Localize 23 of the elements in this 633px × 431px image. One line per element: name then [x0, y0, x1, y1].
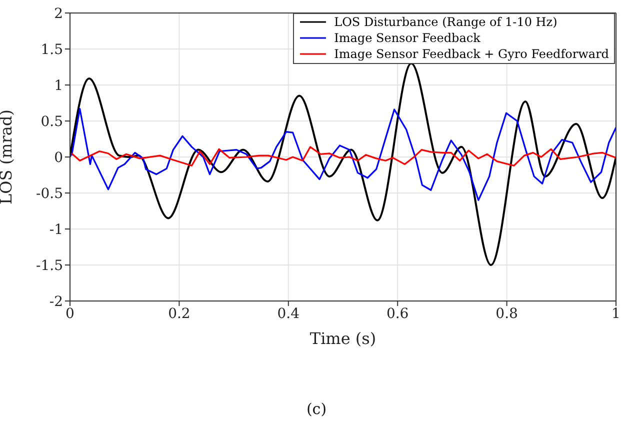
y-tick-label: 2	[54, 6, 63, 22]
y-tick-label: 0.5	[40, 114, 63, 130]
y-tick-label: 1	[54, 78, 63, 94]
y-tick-label: 1.5	[40, 42, 63, 58]
y-tick-label: 0	[54, 150, 63, 166]
y-tick-label: -2	[49, 294, 63, 310]
legend-label: Image Sensor Feedback + Gyro Feedforward	[334, 46, 609, 62]
line-series	[70, 108, 616, 201]
legend-label: LOS Disturbance (Range of 1-10 Hz)	[334, 14, 558, 30]
y-tick-label: -1	[49, 222, 63, 238]
y-tick-label: -0.5	[36, 186, 63, 202]
line-series	[70, 146, 616, 166]
line-series	[70, 62, 616, 266]
x-tick-label: 0.2	[168, 306, 190, 322]
x-tick-label: 0.8	[496, 306, 518, 322]
y-tick-label: -1.5	[36, 258, 63, 274]
text: (c)	[305, 400, 328, 418]
x-tick-label: 0	[66, 306, 74, 322]
legend-label: Image Sensor Feedback	[334, 30, 480, 46]
x-tick-label: 1	[612, 306, 620, 322]
x-tick-label: 0.6	[386, 306, 409, 322]
x-tick-label: 0.4	[277, 306, 300, 322]
x-axis-title: Time (s)	[310, 329, 376, 348]
